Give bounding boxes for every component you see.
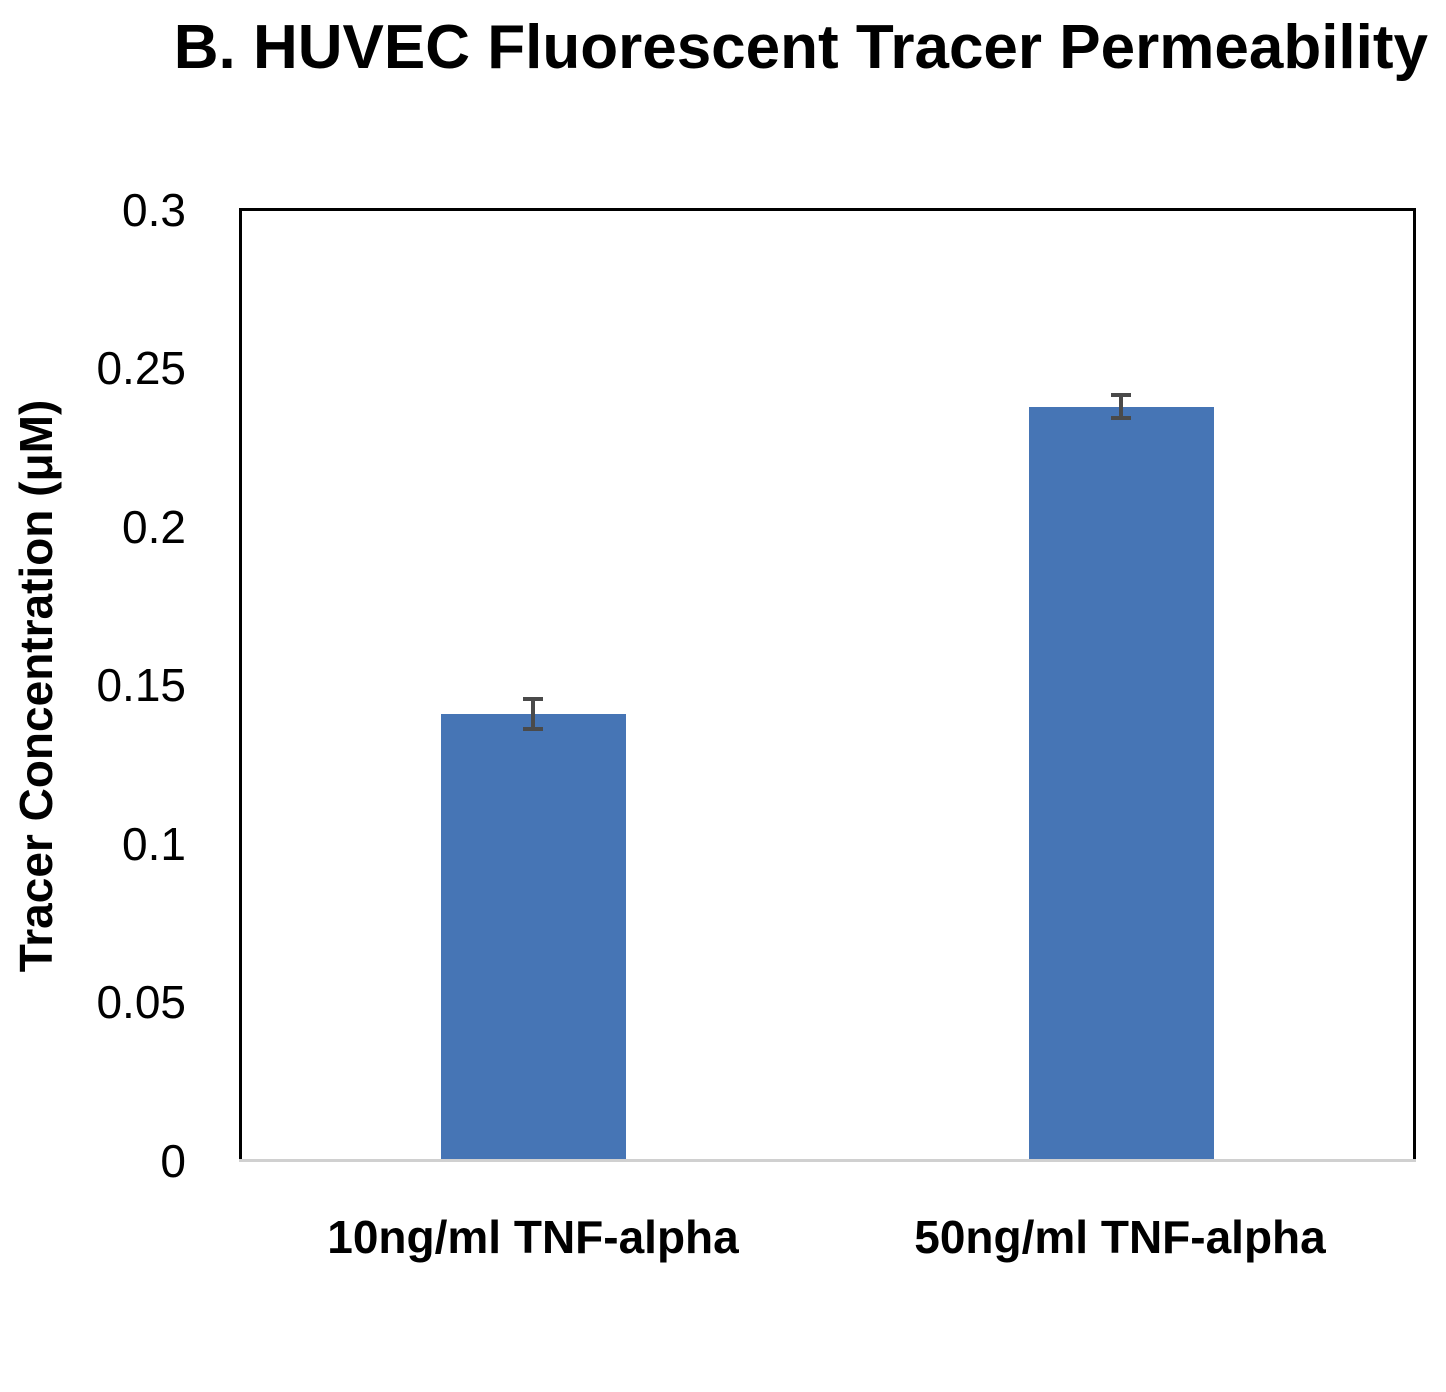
y-tick-label: 0.05	[96, 976, 186, 1028]
plot-area	[239, 208, 1416, 1161]
error-bar	[1119, 395, 1123, 418]
y-tick-label: 0.3	[122, 184, 186, 236]
y-tick-label: 0.2	[122, 501, 186, 553]
chart-title: B. HUVEC Fluorescent Tracer Permeability	[173, 13, 1428, 82]
error-bar-cap	[1111, 393, 1131, 398]
x-axis-line	[239, 1159, 1416, 1162]
error-bar-cap	[523, 697, 543, 702]
x-tick-label: 10ng/ml TNF-alpha	[327, 1211, 739, 1263]
bar	[1028, 406, 1214, 1159]
error-bar-cap	[1111, 415, 1131, 420]
y-tick-label: 0.15	[96, 659, 186, 711]
y-tick-label: 0.1	[122, 818, 186, 870]
x-tick-label: 50ng/ml TNF-alpha	[914, 1211, 1326, 1263]
error-bar-cap	[523, 726, 543, 731]
error-bar	[531, 699, 535, 729]
y-tick-label: 0	[160, 1135, 186, 1187]
y-axis-label: Tracer Concentration (μM)	[10, 399, 62, 973]
y-tick-label: 0.25	[96, 342, 186, 394]
bar	[440, 714, 626, 1159]
